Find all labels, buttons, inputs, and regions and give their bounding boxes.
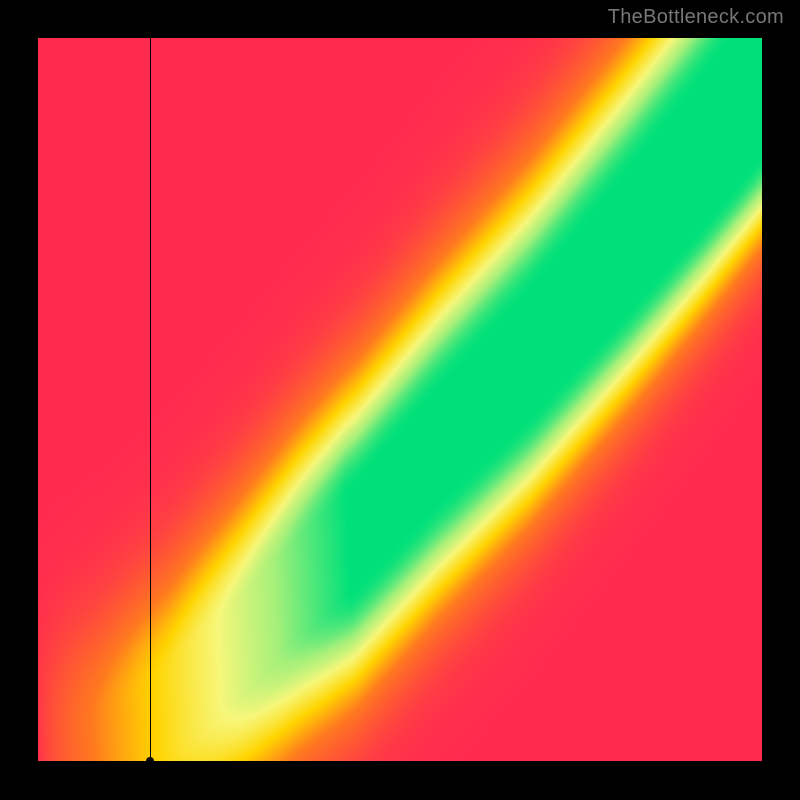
crosshair-marker-dot	[146, 757, 154, 765]
heatmap-plot	[38, 38, 762, 762]
watermark-text: TheBottleneck.com	[608, 6, 784, 29]
crosshair-vertical	[150, 38, 151, 762]
heatmap-canvas	[38, 38, 762, 762]
